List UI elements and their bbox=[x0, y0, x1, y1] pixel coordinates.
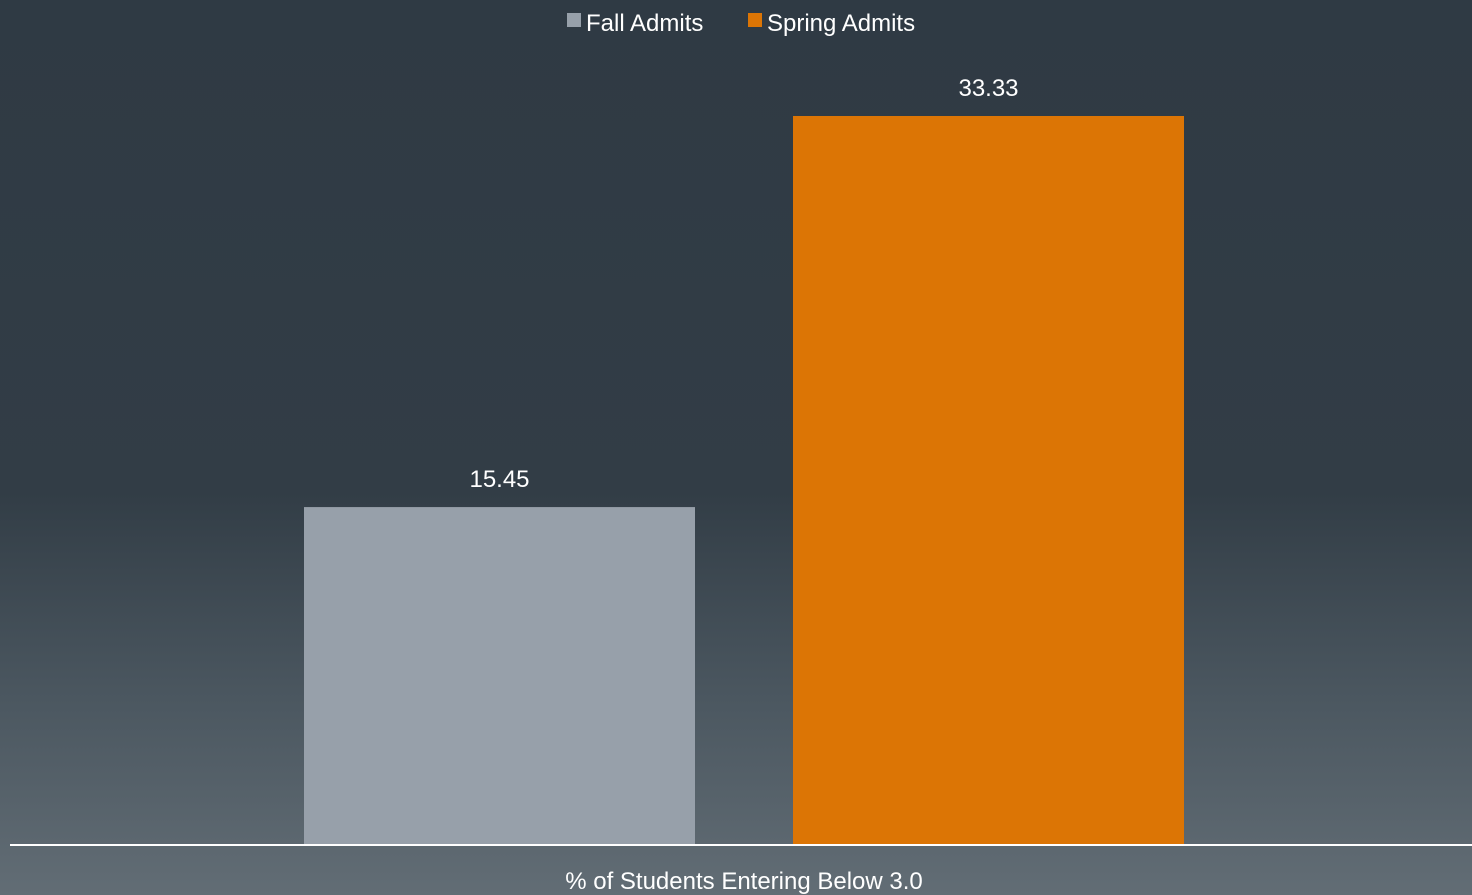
value-label-fall-admits: 15.45 bbox=[469, 466, 529, 493]
value-labels: 15.45 33.33 bbox=[469, 75, 1018, 493]
legend: Fall Admits Spring Admits bbox=[567, 10, 915, 37]
bar-fall-admits bbox=[304, 507, 695, 845]
bars bbox=[304, 116, 1184, 845]
legend-label-fall-admits: Fall Admits bbox=[586, 10, 703, 37]
bar-spring-admits bbox=[793, 116, 1184, 845]
legend-swatch-fall-admits bbox=[567, 13, 581, 27]
value-label-spring-admits: 33.33 bbox=[958, 75, 1018, 102]
legend-swatch-spring-admits bbox=[748, 13, 762, 27]
legend-label-spring-admits: Spring Admits bbox=[767, 10, 915, 37]
category-label: % of Students Entering Below 3.0 bbox=[565, 868, 923, 895]
